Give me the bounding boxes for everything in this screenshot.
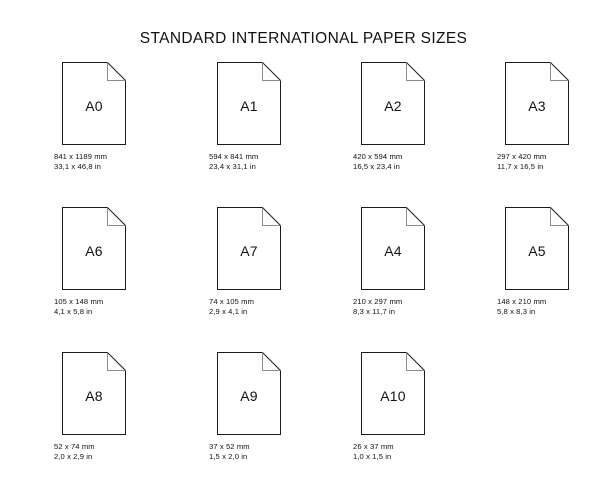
paper-size-caption: 841 x 1189 mm 33,1 x 46,8 in <box>54 152 194 171</box>
paper-size-caption: 297 x 420 mm 11,7 x 16,5 in <box>497 152 607 171</box>
paper-size-row: A6 105 x 148 mm 4,1 x 5,8 in A7 74 x 105 mm 2… <box>0 207 607 352</box>
page-document-icon[interactable]: A1 <box>217 62 281 145</box>
page-outline-shape <box>361 207 425 290</box>
paper-size-cell[interactable]: A2 420 x 594 mm 16,5 x 23,4 in <box>349 62 493 171</box>
page-document-icon[interactable]: A7 <box>217 207 281 290</box>
paper-size-in: 2,9 x 4,1 in <box>209 306 248 316</box>
paper-size-in: 33,1 x 46,8 in <box>54 161 101 171</box>
paper-size-in: 11,7 x 16,5 in <box>497 161 544 171</box>
page-document-icon[interactable]: A4 <box>361 207 425 290</box>
paper-size-in: 8,3 x 11,7 in <box>353 306 396 316</box>
page-title: STANDARD INTERNATIONAL PAPER SIZES <box>139 30 468 47</box>
paper-size-label: A2 <box>384 97 402 114</box>
paper-size-mm: 105 x 148 mm <box>54 297 104 306</box>
paper-size-cell[interactable]: A6 105 x 148 mm 4,1 x 5,8 in <box>50 207 194 316</box>
page-document-icon[interactable]: A6 <box>62 207 126 290</box>
paper-size-mm: 52 x 74 mm <box>54 442 95 451</box>
paper-size-mm: 148 x 210 mm <box>497 297 547 306</box>
paper-size-in: 16,5 x 23,4 in <box>353 161 400 171</box>
paper-size-mm: 210 x 297 mm <box>353 297 403 306</box>
paper-size-label: A9 <box>240 387 258 404</box>
paper-size-mm: 420 x 594 mm <box>353 152 403 161</box>
page-document-icon[interactable]: A5 <box>505 207 569 290</box>
page-outline-shape <box>361 352 425 435</box>
paper-size-label: A8 <box>85 387 103 404</box>
paper-sizes-grid: A0 841 x 1189 mm 33,1 x 46,8 in A1 594 x 841… <box>0 62 607 497</box>
paper-size-label: A10 <box>380 387 406 404</box>
page-outline-shape <box>62 352 126 435</box>
paper-size-mm: 297 x 420 mm <box>497 152 547 161</box>
paper-size-row: A8 52 x 74 mm 2,0 x 2,9 in A9 37 x 52 mm 1,5 … <box>0 352 607 497</box>
page-outline-shape <box>217 207 281 290</box>
page-document-icon[interactable]: A3 <box>505 62 569 145</box>
paper-size-in: 4,1 x 5,8 in <box>54 306 93 316</box>
page-document-icon[interactable]: A9 <box>217 352 281 435</box>
paper-size-label: A4 <box>384 242 402 259</box>
paper-size-in: 5,8 x 8,3 in <box>497 306 536 316</box>
page-document-icon[interactable]: A2 <box>361 62 425 145</box>
page-outline-shape <box>505 62 569 145</box>
paper-size-cell[interactable]: A10 26 x 37 mm 1,0 x 1,5 in <box>349 352 493 461</box>
paper-size-mm: 74 x 105 mm <box>209 297 254 306</box>
paper-size-cell[interactable]: A4 210 x 297 mm 8,3 x 11,7 in <box>349 207 493 316</box>
page-document-icon[interactable]: A0 <box>62 62 126 145</box>
paper-size-cell[interactable]: A3 297 x 420 mm 11,7 x 16,5 in <box>493 62 607 171</box>
paper-size-caption: 37 x 52 mm 1,5 x 2,0 in <box>209 442 349 461</box>
paper-size-in: 1,0 x 1,5 in <box>353 451 392 461</box>
paper-size-in: 23,4 x 31,1 in <box>209 161 256 171</box>
paper-size-cell[interactable]: A1 594 x 841 mm 23,4 x 31,1 in <box>205 62 349 171</box>
paper-size-cell[interactable]: A7 74 x 105 mm 2,9 x 4,1 in <box>205 207 349 316</box>
page-outline-shape <box>217 352 281 435</box>
paper-size-mm: 26 x 37 mm <box>353 442 394 451</box>
page-document-icon[interactable]: A8 <box>62 352 126 435</box>
paper-size-label: A5 <box>528 242 546 259</box>
page-document-icon[interactable]: A10 <box>361 352 425 435</box>
page-outline-shape <box>505 207 569 290</box>
paper-size-cell[interactable]: A5 148 x 210 mm 5,8 x 8,3 in <box>493 207 607 316</box>
paper-size-caption: 105 x 148 mm 4,1 x 5,8 in <box>54 297 194 316</box>
paper-size-row: A0 841 x 1189 mm 33,1 x 46,8 in A1 594 x 841… <box>0 62 607 207</box>
paper-size-label: A3 <box>528 97 546 114</box>
paper-size-mm: 841 x 1189 mm <box>54 152 108 161</box>
page-outline-shape <box>217 62 281 145</box>
paper-size-mm: 594 x 841 mm <box>209 152 259 161</box>
page-outline-shape <box>361 62 425 145</box>
paper-size-caption: 148 x 210 mm 5,8 x 8,3 in <box>497 297 607 316</box>
paper-size-in: 2,0 x 2,9 in <box>54 451 93 461</box>
paper-size-cell[interactable]: A8 52 x 74 mm 2,0 x 2,9 in <box>50 352 194 461</box>
paper-size-label: A0 <box>85 97 103 114</box>
paper-size-caption: 594 x 841 mm 23,4 x 31,1 in <box>209 152 349 171</box>
paper-size-in: 1,5 x 2,0 in <box>209 451 248 461</box>
paper-size-cell[interactable]: A0 841 x 1189 mm 33,1 x 46,8 in <box>50 62 194 171</box>
paper-size-cell[interactable]: A9 37 x 52 mm 1,5 x 2,0 in <box>205 352 349 461</box>
paper-size-label: A7 <box>240 242 258 259</box>
paper-size-caption: 420 x 594 mm 16,5 x 23,4 in <box>353 152 493 171</box>
page-outline-shape <box>62 62 126 145</box>
paper-size-caption: 210 x 297 mm 8,3 x 11,7 in <box>353 297 493 316</box>
paper-size-caption: 26 x 37 mm 1,0 x 1,5 in <box>353 442 493 461</box>
paper-size-mm: 37 x 52 mm <box>209 442 250 451</box>
paper-size-label: A1 <box>240 97 258 114</box>
paper-size-caption: 74 x 105 mm 2,9 x 4,1 in <box>209 297 349 316</box>
paper-size-label: A6 <box>85 242 103 259</box>
page-outline-shape <box>62 207 126 290</box>
paper-size-caption: 52 x 74 mm 2,0 x 2,9 in <box>54 442 194 461</box>
